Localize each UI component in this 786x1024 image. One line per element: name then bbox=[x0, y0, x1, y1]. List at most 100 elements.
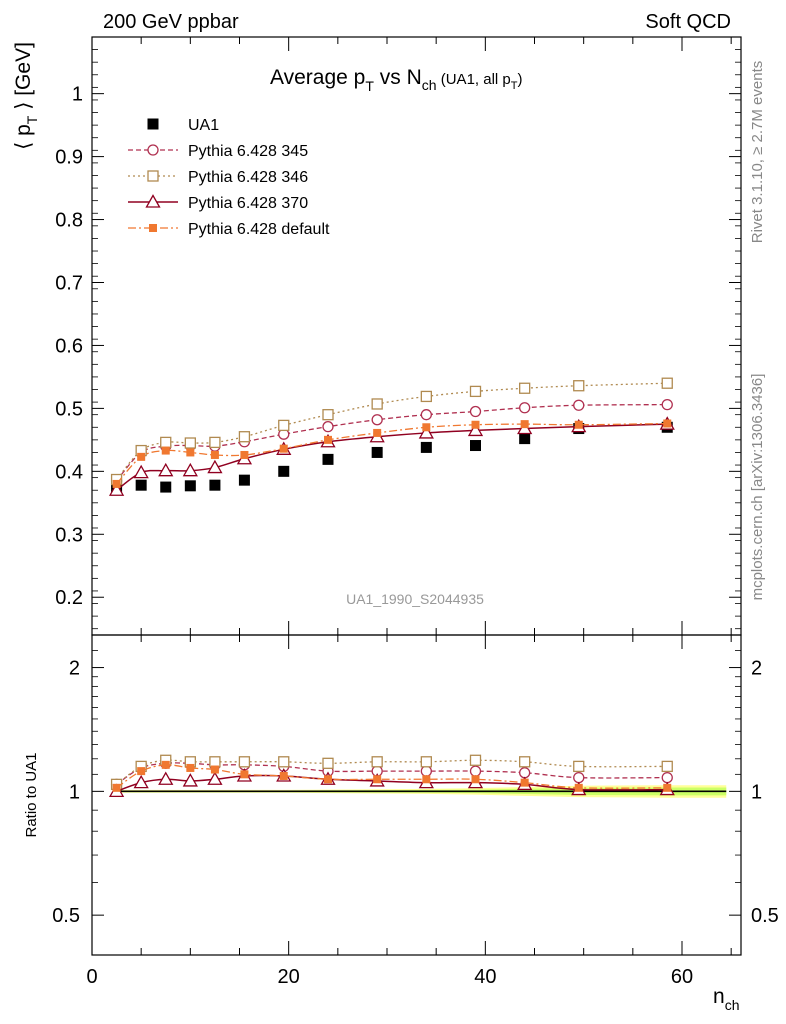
ratio-y-axis-label: Ratio to UA1 bbox=[23, 752, 40, 837]
ratio-point-pythia-6-428-345 bbox=[573, 771, 585, 784]
main-point-pythia-6-428-370 bbox=[158, 462, 174, 477]
ratio-point-pythia-6-428-default bbox=[186, 763, 195, 772]
ratio-point-pythia-6-428-346 bbox=[420, 756, 432, 768]
main-point-pythia-6-428-370 bbox=[467, 422, 484, 437]
ylabel-main: ⟨ p bbox=[12, 124, 35, 150]
main-point-pythia-6-428-345 bbox=[420, 409, 432, 421]
main-point-pythia-6-428-346 bbox=[661, 377, 673, 389]
ratio-point-pythia-6-428-346 bbox=[322, 757, 334, 769]
main-point-pythia-6-428-370 bbox=[182, 462, 198, 477]
main-point-pythia-6-428-346 bbox=[420, 390, 432, 403]
legend-marker bbox=[147, 118, 159, 130]
xlabel-sub: ch bbox=[725, 997, 740, 1013]
main-point-pythia-6-428-346 bbox=[519, 382, 531, 394]
main-point-pythia-6-428-345 bbox=[322, 420, 334, 433]
ratio-point-pythia-6-428-370 bbox=[182, 773, 198, 787]
main-point-pythia-6-428-default bbox=[240, 450, 249, 459]
main-point-pythia-6-428-346 bbox=[371, 398, 383, 410]
header-right-label: Soft QCD bbox=[645, 11, 731, 33]
legend-label: UA1 bbox=[188, 117, 219, 134]
main-point-ua1 bbox=[238, 474, 250, 486]
ratio-y-tick-label-right: 0.5 bbox=[751, 905, 779, 927]
main-point-pythia-6-428-346 bbox=[184, 437, 196, 449]
y-tick-label: 0.3 bbox=[55, 524, 83, 546]
ylabel-sub: T bbox=[24, 115, 40, 124]
legend-item-pythia-6-428-370: Pythia 6.428 370 bbox=[128, 194, 308, 212]
ratio-series-pythia-6-428-default bbox=[112, 760, 672, 792]
main-line-pythia-6-428-370 bbox=[116, 423, 668, 491]
main-point-ua1 bbox=[420, 441, 432, 453]
main-point-pythia-6-428-346 bbox=[322, 409, 334, 421]
x-axis-label: nch bbox=[713, 985, 739, 1013]
title-vs: vs N bbox=[374, 66, 422, 89]
x-tick-label: 20 bbox=[278, 966, 300, 988]
ratio-point-pythia-6-428-346 bbox=[209, 756, 221, 768]
ratio-point-pythia-6-428-346 bbox=[238, 756, 251, 768]
title-small-end: ) bbox=[518, 71, 523, 88]
title-main: Average p bbox=[270, 66, 365, 89]
main-point-pythia-6-428-default bbox=[137, 452, 146, 461]
y-tick-label: 1 bbox=[72, 84, 83, 106]
main-point-pythia-6-428-346 bbox=[573, 380, 585, 392]
main-panel: 0.20.30.40.50.60.70.80.91 Average pT vs … bbox=[12, 36, 742, 636]
ratio-point-pythia-6-428-346 bbox=[371, 756, 383, 768]
title-small-sub: T bbox=[511, 80, 518, 92]
legend: UA1 Pythia 6.428 345 Pythia 6.428 346 Pythi… bbox=[128, 117, 330, 238]
ratio-point-pythia-6-428-345 bbox=[420, 765, 432, 777]
main-point-pythia-6-428-345 bbox=[661, 398, 673, 411]
ratio-point-pythia-6-428-370 bbox=[133, 774, 149, 789]
legend-label: Pythia 6.428 345 bbox=[188, 143, 308, 160]
ratio-point-pythia-6-428-default bbox=[663, 783, 672, 792]
ratio-y-ticks: 0.5 0.5 1 1 2 2 bbox=[52, 650, 779, 927]
ratio-x-ticks: 0 20 40 60 bbox=[86, 635, 732, 988]
ratio-line-pythia-6-428-default bbox=[116, 764, 668, 789]
ratio-point-pythia-6-428-default bbox=[137, 767, 146, 776]
ratio-point-pythia-6-428-346 bbox=[278, 756, 290, 768]
main-point-ua1 bbox=[322, 453, 334, 465]
main-point-pythia-6-428-default bbox=[373, 428, 382, 437]
main-point-ua1 bbox=[184, 480, 196, 492]
main-point-pythia-6-428-345 bbox=[573, 399, 585, 411]
ratio-point-pythia-6-428-370 bbox=[207, 771, 223, 785]
ratio-point-pythia-6-428-370 bbox=[158, 771, 174, 785]
ratio-point-pythia-6-428-346 bbox=[573, 760, 585, 773]
ratio-point-pythia-6-428-345 bbox=[661, 771, 673, 784]
main-series-pythia-6-428-default bbox=[112, 419, 672, 488]
ratio-point-pythia-6-428-346 bbox=[661, 760, 673, 773]
main-series-ua1 bbox=[111, 421, 673, 496]
legend-label: Pythia 6.428 default bbox=[188, 221, 330, 238]
ratio-y-tick-label: 2 bbox=[69, 658, 80, 680]
y-tick-label: 0.9 bbox=[55, 147, 83, 169]
main-point-pythia-6-428-default bbox=[324, 435, 332, 444]
main-point-ua1 bbox=[371, 446, 383, 458]
main-point-pythia-6-428-default bbox=[210, 450, 219, 459]
ratio-point-pythia-6-428-default bbox=[373, 775, 382, 784]
legend-label: Pythia 6.428 346 bbox=[188, 169, 308, 186]
rivet-label: Rivet 3.1.10, ≥ 2.7M events bbox=[749, 61, 766, 244]
ratio-point-pythia-6-428-default bbox=[422, 775, 431, 784]
main-point-pythia-6-428-default bbox=[422, 423, 431, 432]
x-tick-label: 40 bbox=[474, 966, 496, 988]
ylabel-end: ⟩ [GeV] bbox=[12, 42, 35, 116]
chart-title: Average pT vs Nch (UA1, all pT) bbox=[270, 66, 523, 94]
main-point-pythia-6-428-default bbox=[471, 420, 480, 429]
main-point-pythia-6-428-370 bbox=[108, 482, 125, 496]
legend-item-pythia-6-428-345: Pythia 6.428 345 bbox=[128, 143, 308, 160]
ratio-point-pythia-6-428-default bbox=[279, 771, 288, 780]
main-y-axis-label: ⟨ pT ⟩ [GeV] bbox=[12, 42, 40, 150]
main-point-ua1 bbox=[160, 481, 172, 493]
ratio-point-pythia-6-428-346 bbox=[519, 756, 531, 768]
ratio-point-pythia-6-428-default bbox=[161, 760, 170, 769]
main-point-pythia-6-428-370 bbox=[418, 425, 434, 439]
mcplots-label: mcplots.cern.ch [arXiv:1306.3436] bbox=[749, 374, 766, 601]
legend-marker bbox=[147, 144, 159, 156]
legend-item-pythia-6-428-346: Pythia 6.428 346 bbox=[128, 169, 308, 186]
main-point-ua1 bbox=[470, 440, 481, 452]
ratio-point-pythia-6-428-345 bbox=[469, 765, 482, 777]
ratio-y-tick-label-right: 2 bbox=[751, 658, 762, 680]
y-tick-label: 0.5 bbox=[55, 398, 83, 420]
ratio-point-pythia-6-428-default bbox=[210, 765, 219, 774]
main-line-pythia-6-428-default bbox=[116, 422, 668, 485]
main-point-pythia-6-428-370 bbox=[207, 459, 223, 474]
